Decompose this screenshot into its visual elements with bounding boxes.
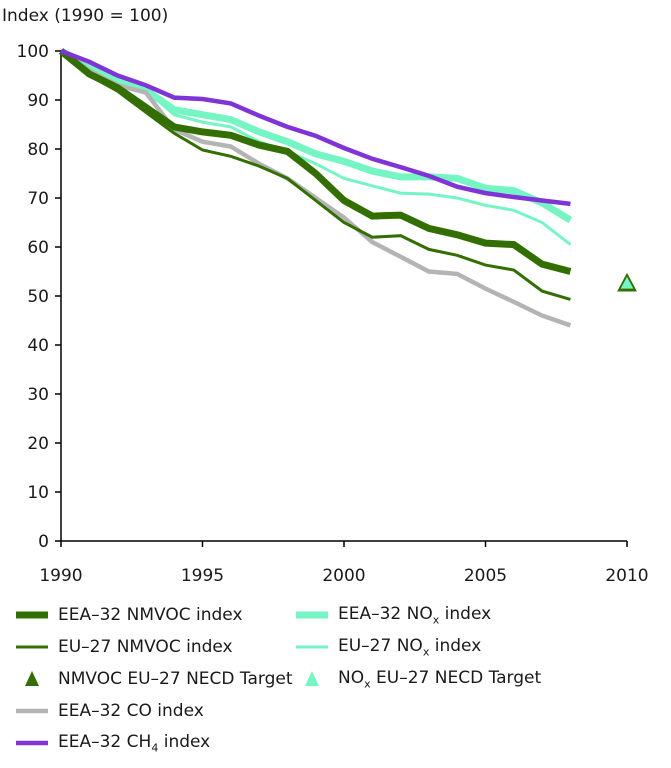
y-tick-label: 100	[17, 42, 49, 62]
axes: 0 10 20 30 40 50 60 70 80 90 100 1990 1995 2000 2005 20…	[17, 42, 649, 586]
line-chart: Index (1990 = 100) 0 10 20 30 40 50 60 70 80 90 10…	[2, 6, 649, 586]
targets-layer	[617, 272, 637, 292]
x-tick-label: 1990	[39, 566, 82, 586]
legend-label-tail: index	[158, 731, 211, 752]
y-tick-label: 80	[27, 140, 49, 160]
legend-item-nox-target: NOx EU–27 NECD Target	[294, 664, 541, 694]
legend-line-swatch	[14, 605, 50, 625]
legend-swatch-triangle	[25, 671, 39, 686]
legend-label-tail: EU–27 NECD Target	[370, 667, 542, 688]
series-line-eea-ch4	[60, 48, 571, 207]
y-tick-label: 60	[27, 238, 49, 258]
legend-item-nmvoc-target: NMVOC EU–27 NECD Target	[14, 664, 293, 694]
legend-item-eea-nox: EEA–32 NOx index	[294, 600, 491, 630]
legend-swatch-triangle	[305, 671, 319, 686]
legend-label: NOx EU–27 NECD Target	[338, 668, 541, 690]
y-tick-label: 90	[27, 91, 49, 111]
legend-line-swatch	[294, 637, 330, 657]
legend-label: EEA–32 NOx index	[338, 604, 491, 626]
legend-label-subscript: x	[432, 613, 440, 627]
series-line-eu-nmvoc	[60, 49, 571, 301]
target-marker-nox-target	[620, 276, 634, 289]
y-tick-label: 40	[27, 336, 49, 356]
series-line-eea-nmvoc	[58, 48, 572, 275]
y-tick-label: 10	[27, 483, 49, 503]
series-layer	[58, 47, 573, 328]
legend-label-tail: index	[439, 603, 492, 624]
legend-line-swatch	[14, 733, 50, 753]
legend-label-main: NMVOC EU–27 NECD Target	[58, 669, 293, 689]
legend-label: EU–27 NMVOC index	[58, 637, 233, 657]
legend-label-main: EEA–32 CH	[58, 731, 152, 752]
legend-triangle-icon	[294, 669, 330, 689]
legend-label: EU–27 NOx index	[338, 636, 481, 658]
series-line-eu-nox	[60, 49, 572, 246]
legend-label: EEA–32 NMVOC index	[58, 605, 243, 625]
x-tick-label: 2000	[322, 566, 365, 586]
legend-line-swatch	[294, 605, 330, 625]
legend-label-main: EEA–32 NO	[338, 603, 433, 624]
legend-triangle-icon	[14, 669, 50, 689]
series-line-eea-co	[59, 49, 572, 328]
legend-label-subscript: 4	[151, 741, 159, 755]
legend-label-subscript: x	[422, 645, 430, 659]
legend-label-subscript: x	[364, 677, 371, 691]
y-tick-label: 0	[38, 532, 49, 552]
legend-label-main: EU–27 NO	[338, 635, 423, 656]
legend-item-eea-co: EEA–32 CO index	[14, 696, 204, 726]
y-axis-title: Index (1990 = 100)	[2, 6, 168, 26]
legend-item-eu-nox: EU–27 NOx index	[294, 632, 481, 662]
x-tick-label: 2010	[605, 566, 648, 586]
legend-label: EEA–32 CH4 index	[58, 732, 210, 754]
legend-line-swatch	[14, 637, 50, 657]
legend-label-main: EU–27 NMVOC index	[58, 637, 233, 657]
y-tick-label: 70	[27, 189, 49, 209]
y-tick-label: 30	[27, 385, 49, 405]
legend-label-main: EEA–32 CO index	[58, 701, 204, 721]
legend-line-swatch	[14, 701, 50, 721]
legend-label-main: EEA–32 NMVOC index	[58, 605, 243, 625]
legend-item-eea-ch4: EEA–32 CH4 index	[14, 728, 210, 758]
legend-label: EEA–32 CO index	[58, 701, 204, 721]
x-tick-label: 2005	[464, 566, 507, 586]
legend-label-tail: index	[429, 635, 482, 656]
legend-label-main: NO	[338, 667, 365, 688]
legend-item-eea-nmvoc: EEA–32 NMVOC index	[14, 600, 243, 630]
y-tick-label: 20	[27, 434, 49, 454]
legend-item-eu-nmvoc: EU–27 NMVOC index	[14, 632, 233, 662]
x-tick-label: 1995	[181, 566, 224, 586]
y-tick-label: 50	[27, 287, 49, 307]
legend-label: NMVOC EU–27 NECD Target	[58, 669, 293, 689]
